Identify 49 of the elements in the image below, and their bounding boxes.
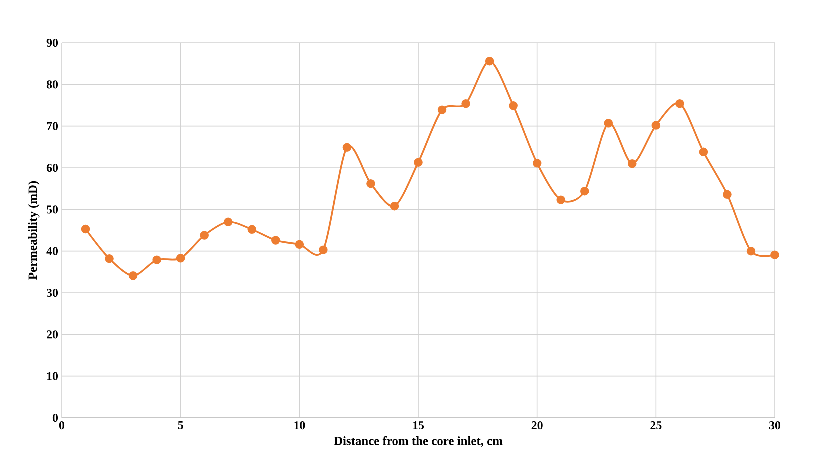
y-tick-label: 0 — [52, 414, 58, 422]
point — [200, 231, 209, 240]
x-tick-label: 25 — [650, 422, 662, 430]
y-tick-label: 40 — [46, 247, 58, 256]
point — [556, 196, 566, 204]
point — [272, 236, 280, 245]
point — [342, 143, 352, 152]
point — [723, 190, 732, 200]
y-tick-label: 50 — [47, 206, 58, 214]
x-tick-label: 20 — [532, 422, 543, 430]
point — [319, 246, 328, 254]
point — [676, 99, 684, 108]
x-tick-label: 0 — [59, 422, 65, 430]
point — [224, 218, 233, 227]
y-axis-title: Permeability (mD) — [28, 181, 40, 280]
point — [414, 158, 423, 167]
y-tick-label: 10 — [47, 372, 58, 380]
x-axis-title: Distance from the core inlet, cm — [334, 436, 503, 448]
point — [699, 148, 708, 157]
point — [509, 102, 518, 110]
point — [81, 224, 90, 234]
point — [366, 179, 376, 188]
y-tick-label: 70 — [47, 122, 58, 130]
y-tick-label: 60 — [46, 164, 58, 172]
point — [580, 186, 590, 196]
point — [485, 56, 494, 66]
point — [390, 202, 400, 211]
point — [438, 106, 447, 114]
y-tick-label: 30 — [46, 288, 58, 298]
point — [295, 240, 304, 250]
point — [128, 272, 138, 280]
point — [746, 246, 756, 256]
y-tick-label: 80 — [46, 80, 58, 89]
point — [248, 225, 257, 234]
x-tick-label: 30 — [769, 422, 781, 430]
point — [462, 99, 470, 108]
point — [770, 250, 780, 260]
y-tick-label: 90 — [46, 38, 58, 48]
point — [105, 254, 114, 264]
x-tick-label: 15 — [413, 422, 424, 430]
point — [176, 254, 186, 263]
x-tick-label: 10 — [294, 422, 306, 430]
y-tick-label: 20 — [47, 330, 58, 339]
point — [652, 121, 661, 130]
point — [532, 159, 542, 168]
point — [152, 256, 162, 264]
point — [604, 119, 614, 128]
x-tick-label: 5 — [178, 422, 184, 430]
point — [628, 159, 637, 168]
